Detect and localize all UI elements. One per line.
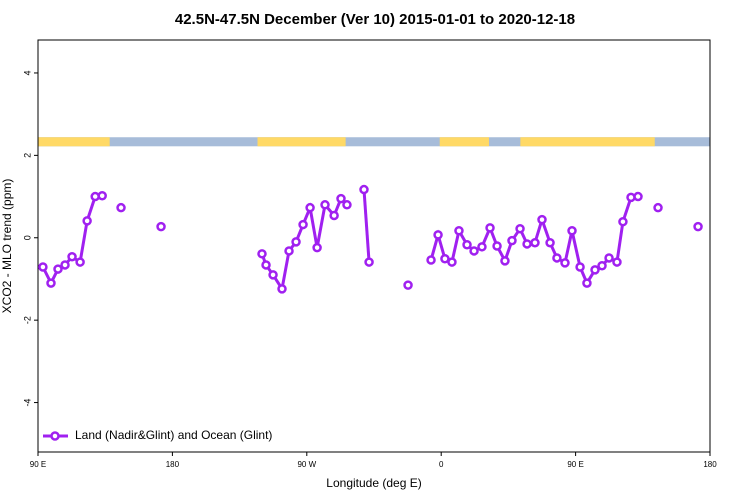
data-point [60,260,70,270]
data-point [515,223,525,234]
data-point [590,265,600,275]
x-tick-label: 90 E [30,460,46,469]
data-point [567,226,577,236]
legend-marker [50,431,60,441]
data-point [537,214,547,225]
ocean-band [38,137,710,147]
data-point [545,237,555,248]
data-point [116,202,126,213]
data-point [97,190,107,201]
data-point [298,219,308,230]
data-point [530,237,540,248]
data-point [284,246,294,256]
data-point [582,278,592,288]
x-tick-label: 90 E [567,460,583,469]
data-point [633,191,643,202]
data-point [492,241,502,251]
land-band [520,137,655,147]
series-line [362,189,371,263]
data-point [447,257,457,267]
y-tick-label: 2 [22,153,32,158]
land-band [38,137,110,147]
data-point [75,257,85,267]
data-point [440,254,450,264]
data-point [38,262,48,272]
data-point [485,223,495,233]
chart-title: 42.5N-47.5N December (Ver 10) 2015-01-01… [175,11,575,28]
data-point [268,270,278,280]
data-point [305,202,315,213]
data-point [261,260,271,270]
data-point [359,184,369,195]
x-axis-label: Longitude (deg E) [326,476,421,490]
x-tick-label: 90 W [297,460,316,469]
data-point [342,200,352,210]
x-tick-label: 180 [703,460,717,469]
data-point [500,256,510,266]
data-point [329,210,339,221]
data-point [693,221,703,232]
y-tick-label: 0 [22,235,32,240]
data-point [53,264,63,274]
data-point [575,262,585,272]
data-point [82,216,92,226]
data-point [612,257,622,267]
data-point [312,242,322,253]
data-point [469,246,479,256]
data-point [277,284,287,294]
data-point [597,261,607,271]
data-point [477,242,487,252]
data-point [653,202,663,213]
data-point [426,255,436,265]
data-point [618,216,628,227]
data-point [46,278,56,288]
data-point [462,240,472,250]
land-band [439,137,489,147]
data-point [604,253,614,263]
data-point [291,237,301,247]
y-axis-label: XCO2 - MLO trend (ppm) [0,179,14,314]
data-point [560,258,570,268]
data-point [552,253,562,263]
data-point [67,251,77,262]
data-point [364,257,374,267]
y-tick-label: 4 [22,70,32,75]
data-point [433,230,443,240]
legend-label: Land (Nadir&Glint) and Ocean (Glint) [75,428,272,442]
land-band [257,137,346,147]
data-point [403,280,413,290]
series-line [41,194,103,287]
data-point [522,239,532,249]
data-point [320,200,330,210]
data-point [454,226,464,236]
x-tick-label: 0 [439,460,444,469]
plot-frame [37,39,711,453]
x-tick-label: 180 [166,460,180,469]
y-tick-label: -2 [22,316,32,324]
data-point [507,235,517,246]
data-point [156,221,166,232]
data-point [257,249,267,259]
y-tick-label: -4 [22,399,32,407]
data-point [336,193,346,204]
